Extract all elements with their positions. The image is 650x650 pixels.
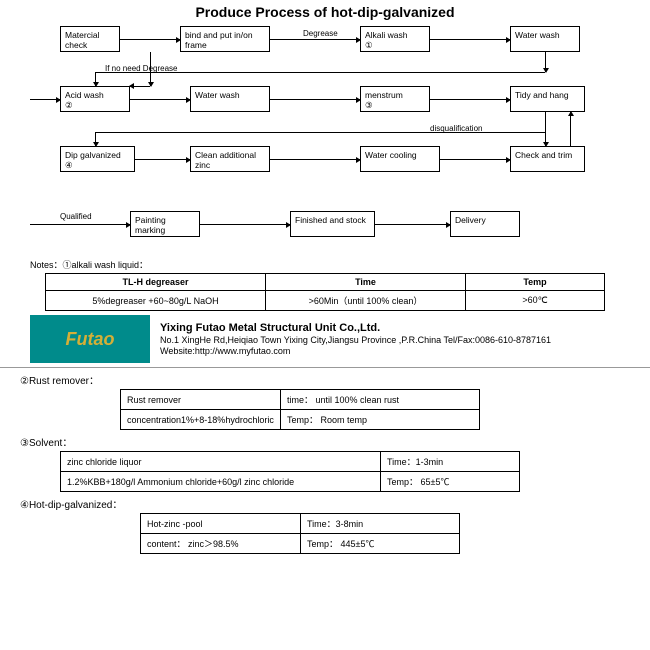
table-rust: Rust removertime： until 100% clean rust … — [120, 389, 480, 430]
lbl-qualified: Qualified — [60, 212, 92, 221]
td: Temp： Room temp — [281, 410, 480, 430]
arrow — [130, 86, 150, 87]
sec-title: ②Rust remover： — [20, 372, 630, 387]
box-check: Check and trim — [510, 146, 585, 172]
td: >60Min（until 100% clean） — [266, 291, 466, 311]
box-paint: Painting marking — [130, 211, 200, 237]
arrow — [120, 39, 180, 40]
box-cool: Water cooling — [360, 146, 440, 172]
td: content： zinc＞98.5% — [141, 534, 301, 554]
arrow — [130, 99, 190, 100]
table-hotdip: Hot-zinc -poolTime：3-8min content： zinc＞… — [140, 513, 460, 554]
box-menstrum: menstrum ③ — [360, 86, 430, 112]
line — [95, 72, 545, 73]
company-info: Yixing Futao Metal Structural Unit Co.,L… — [160, 322, 551, 357]
company-addr: No.1 XingHe Rd,Heiqiao Town Yixing City,… — [160, 335, 551, 346]
arrow — [430, 99, 510, 100]
td: >60℃ — [466, 291, 605, 311]
logo: Futao — [30, 315, 150, 363]
arrow — [95, 132, 96, 146]
td: 5%degreaser +60~80g/L NaOH — [46, 291, 266, 311]
td: Time：3-8min — [301, 514, 460, 534]
arrow — [270, 99, 360, 100]
arrow — [440, 159, 510, 160]
table-solvent: zinc chloride liquorTime：1-3min 1.2%KBB+… — [60, 451, 520, 492]
section-rust: ②Rust remover： Rust removertime： until 1… — [20, 372, 630, 430]
sec-title: ③Solvent： — [20, 434, 630, 449]
box-water1: Water wash — [510, 26, 580, 52]
th: Temp — [466, 274, 605, 291]
section-solvent: ③Solvent： zinc chloride liquorTime：1-3mi… — [20, 434, 630, 492]
table-alkali: TL-H degreaserTimeTemp 5%degreaser +60~8… — [45, 273, 605, 311]
arrow — [375, 224, 450, 225]
td: Rust remover — [121, 390, 281, 410]
arrow — [570, 112, 571, 146]
company-block: Futao Yixing Futao Metal Structural Unit… — [30, 315, 620, 363]
td: time： until 100% clean rust — [281, 390, 480, 410]
th: Time — [266, 274, 466, 291]
arrow — [430, 39, 510, 40]
box-tidy: Tidy and hang — [510, 86, 585, 112]
arrow — [135, 159, 190, 160]
lbl-degrease: Degrease — [303, 29, 338, 38]
section-hotdip: ④Hot-dip-galvanized： Hot-zinc -poolTime：… — [20, 496, 630, 554]
th: TL-H degreaser — [46, 274, 266, 291]
company-name: Yixing Futao Metal Structural Unit Co.,L… — [160, 322, 551, 335]
box-bind: bind and put in/on frame — [180, 26, 270, 52]
td: 1.2%KBB+180g/l Ammonium chloride+60g/l z… — [61, 472, 381, 492]
box-clean: Clean additional zinc — [190, 146, 270, 172]
company-web: Website:http://www.myfutao.com — [160, 346, 551, 357]
td: Temp： 65±5℃ — [381, 472, 520, 492]
arrow — [95, 72, 96, 86]
line — [95, 132, 545, 133]
box-alkali: Alkali wash ① — [360, 26, 430, 52]
box-water2: Water wash — [190, 86, 270, 112]
box-dip: Dip galvanized ④ — [60, 146, 135, 172]
notes-title: Notes：①alkali wash liquid： — [30, 258, 620, 271]
box-stock: Finished and stock — [290, 211, 375, 237]
box-delivery: Delivery — [450, 211, 520, 237]
flowchart: Matercial check bind and put in/on frame… — [30, 24, 620, 254]
box-acid: Acid wash ② — [60, 86, 130, 112]
arrow — [545, 112, 546, 146]
sec-title: ④Hot-dip-galvanized： — [20, 496, 630, 511]
box-material: Matercial check — [60, 26, 120, 52]
arrow — [270, 159, 360, 160]
td: concentration1%+8-18%hydrochloric — [121, 410, 281, 430]
arrow — [270, 39, 360, 40]
td: Hot-zinc -pool — [141, 514, 301, 534]
page-title: Produce Process of hot-dip-galvanized — [0, 0, 650, 24]
td: zinc chloride liquor — [61, 452, 381, 472]
divider — [0, 367, 650, 368]
td: Time：1-3min — [381, 452, 520, 472]
arrow — [545, 52, 546, 72]
arrow — [200, 224, 290, 225]
td: Temp： 445±5℃ — [301, 534, 460, 554]
arrow — [30, 224, 130, 225]
arrow — [30, 99, 60, 100]
